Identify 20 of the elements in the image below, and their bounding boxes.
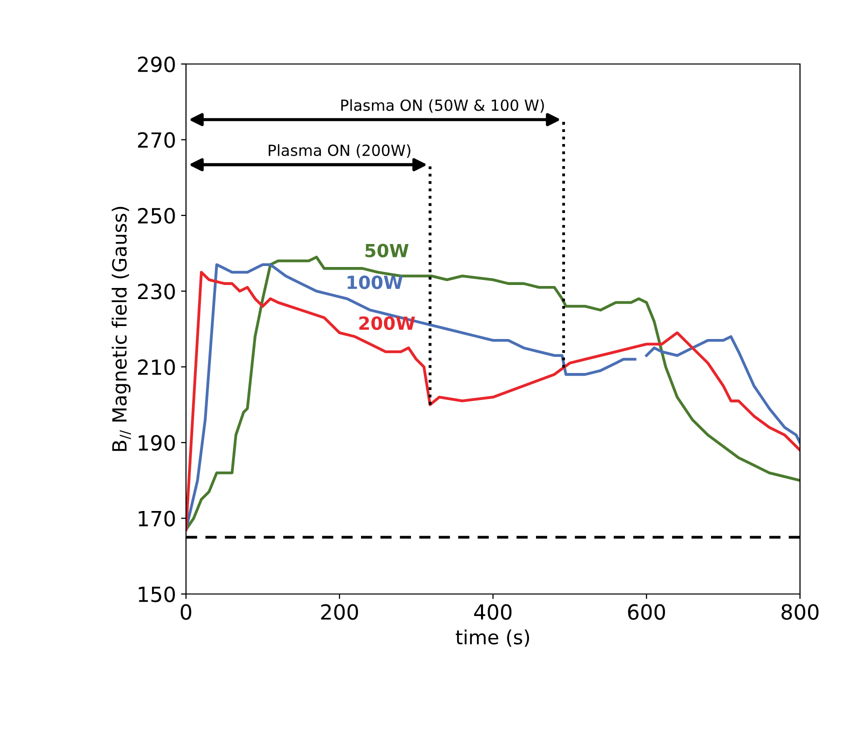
ref-line-label: Plasma ON (200W) [268, 144, 410, 158]
y-tick-label: 270 [138, 132, 175, 148]
x-tick-label: 400 [474, 604, 512, 620]
x-tick-label: 200 [321, 604, 358, 620]
y-tick-label: 190 [138, 435, 175, 451]
y-tick-label: 250 [138, 208, 175, 224]
ref-line-label: Plasma ON (50W & 100 W) [341, 99, 544, 113]
series-label: 50W [365, 244, 409, 258]
x-axis-title: time (s) [456, 629, 530, 647]
series-label: 100W [348, 276, 403, 290]
y-tick-label: 210 [138, 359, 175, 376]
series-label: 200W [359, 316, 415, 330]
y-tick-label: 150 [138, 586, 175, 602]
y-axis-title: B$_{//}$ Magnetic field (Gauss) [112, 206, 131, 451]
x-tick-label: 600 [628, 604, 665, 620]
x-tick-label: 0 [180, 604, 192, 620]
y-tick-label: 290 [138, 56, 175, 72]
y-tick-label: 230 [138, 284, 175, 300]
y-tick-label: 170 [138, 510, 175, 526]
x-tick-label: 800 [782, 604, 818, 620]
